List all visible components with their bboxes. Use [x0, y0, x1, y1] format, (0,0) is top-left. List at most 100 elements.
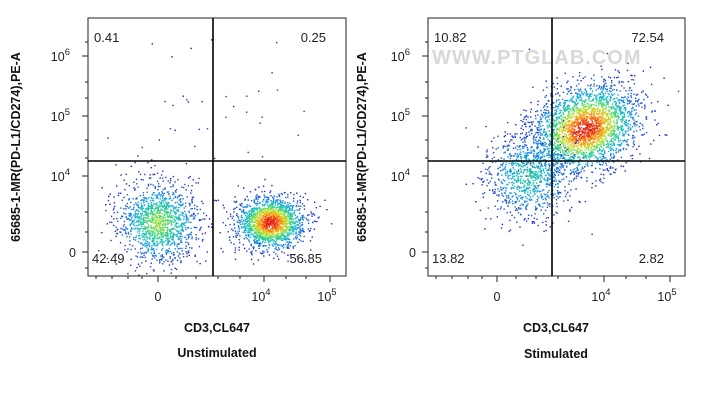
event-dot	[620, 126, 622, 128]
event-dot	[125, 173, 127, 175]
event-dot	[576, 149, 578, 151]
event-dot	[597, 126, 599, 128]
event-dot	[572, 107, 574, 109]
event-dot	[555, 171, 558, 174]
event-dot	[276, 200, 278, 203]
event-dot	[595, 142, 597, 144]
event-dot	[129, 219, 131, 222]
event-dot	[571, 141, 573, 143]
event-dot	[186, 219, 188, 221]
event-dot	[545, 109, 547, 111]
event-dot	[155, 255, 157, 257]
event-dot	[297, 226, 299, 229]
event-dot	[143, 197, 145, 199]
event-dot	[244, 220, 246, 222]
event-dot	[549, 178, 551, 180]
event-dot	[275, 208, 277, 210]
event-dot	[612, 120, 615, 122]
event-dot	[281, 222, 283, 224]
event-dot	[169, 197, 171, 200]
event-dot	[288, 222, 290, 224]
event-dot	[608, 133, 611, 135]
event-dot	[567, 107, 569, 109]
event-dot	[285, 211, 288, 214]
event-dot	[296, 227, 298, 229]
event-dot	[256, 225, 258, 228]
event-dot	[569, 132, 572, 134]
event-dot	[540, 129, 543, 131]
event-dot	[592, 118, 594, 120]
event-dot	[287, 260, 289, 262]
event-dot	[176, 251, 178, 253]
event-dot	[131, 216, 134, 218]
event-dot	[632, 134, 634, 137]
event-dot	[179, 257, 181, 259]
event-dot	[177, 216, 180, 219]
event-dot	[141, 206, 144, 208]
event-dot	[612, 125, 614, 128]
event-dot	[198, 219, 200, 222]
event-dot	[292, 205, 295, 207]
event-dot	[281, 232, 284, 235]
event-dot	[149, 230, 151, 232]
event-dot	[193, 213, 196, 215]
event-dot	[253, 223, 256, 226]
event-dot	[631, 110, 633, 112]
event-dot	[293, 193, 295, 196]
event-dot	[128, 198, 131, 200]
event-dot	[167, 220, 169, 222]
event-dot	[557, 92, 559, 95]
event-dot	[143, 200, 145, 202]
event-dot	[598, 152, 600, 155]
event-dot	[162, 192, 164, 194]
event-dot	[608, 129, 610, 131]
event-dot	[165, 201, 167, 203]
event-dot	[280, 213, 283, 216]
event-dot	[599, 128, 602, 131]
event-dot	[574, 155, 576, 157]
event-dot	[290, 209, 292, 211]
event-dot	[142, 252, 144, 254]
event-dot	[256, 208, 259, 210]
event-dot	[283, 229, 286, 231]
event-dot	[273, 232, 275, 234]
event-dot	[592, 113, 594, 115]
event-dot	[582, 141, 584, 143]
event-dot	[136, 183, 138, 185]
event-dot	[165, 235, 168, 237]
event-dot	[256, 236, 258, 238]
event-dot	[262, 211, 264, 214]
event-dot	[290, 214, 293, 216]
event-dot	[571, 101, 573, 103]
event-dot	[559, 128, 561, 130]
event-dot	[562, 139, 565, 142]
event-dot	[160, 209, 162, 211]
event-dot	[593, 74, 595, 76]
event-dot	[256, 234, 259, 237]
event-dot	[609, 97, 612, 99]
event-dot	[272, 203, 274, 205]
event-dot	[580, 152, 583, 154]
event-dot	[161, 254, 164, 256]
event-dot	[276, 226, 278, 228]
event-dot	[614, 137, 617, 139]
event-dot	[283, 192, 286, 194]
event-dot	[151, 248, 153, 250]
event-dot	[170, 209, 172, 211]
event-dot	[588, 154, 590, 156]
event-dot	[101, 231, 103, 234]
event-dot	[259, 233, 261, 235]
event-dot	[124, 232, 127, 234]
event-dot	[147, 202, 149, 204]
event-dot	[155, 197, 157, 199]
event-dot	[606, 114, 609, 117]
event-dot	[587, 146, 589, 148]
event-dot	[269, 205, 271, 208]
event-dot	[590, 95, 592, 97]
event-dot	[560, 142, 563, 144]
event-dot	[577, 132, 580, 134]
event-dot	[627, 143, 629, 146]
event-dot	[258, 207, 260, 210]
event-dot	[160, 255, 162, 257]
event-dot	[237, 221, 239, 223]
